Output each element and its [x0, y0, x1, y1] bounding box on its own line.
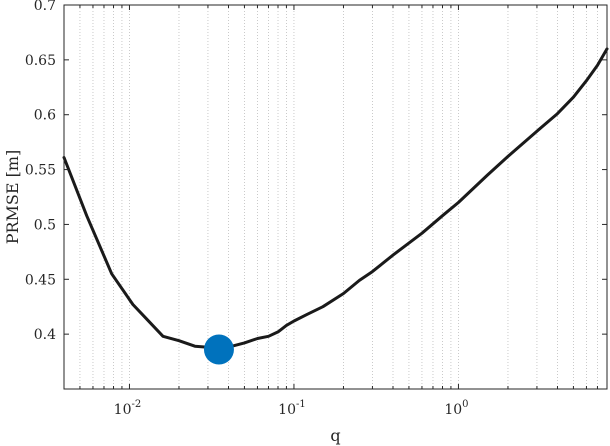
y-tick-label: 0.65: [25, 53, 56, 69]
x-tick-label: 100: [444, 399, 468, 418]
y-tick-label: 0.7: [34, 0, 56, 14]
data-series: [62, 47, 609, 351]
y-tick-label: 0.55: [25, 163, 56, 179]
x-tick-label: 10-2: [114, 399, 142, 418]
y-axis-ticks: 0.4 0.45 0.5 0.55 0.6 0.65 0.7: [25, 0, 607, 343]
optimum-marker: [203, 334, 234, 365]
y-tick-label: 0.5: [34, 217, 56, 233]
plot-area-frame: [63, 4, 608, 390]
y-tick-label: 0.45: [25, 272, 56, 288]
prmse-series-line: [62, 47, 609, 351]
y-tick-label: 0.4: [34, 327, 56, 343]
x-axis-ticks: 10-2 10-1 100: [63, 5, 608, 418]
y-tick-label: 0.6: [34, 108, 56, 124]
y-axis-label: PRMSE [m]: [3, 150, 22, 245]
grid-lines: [63, 5, 608, 389]
x-axis-label: q: [330, 426, 340, 445]
optimum-marker-layer: [203, 334, 234, 365]
x-tick-label: 10-1: [278, 399, 306, 418]
